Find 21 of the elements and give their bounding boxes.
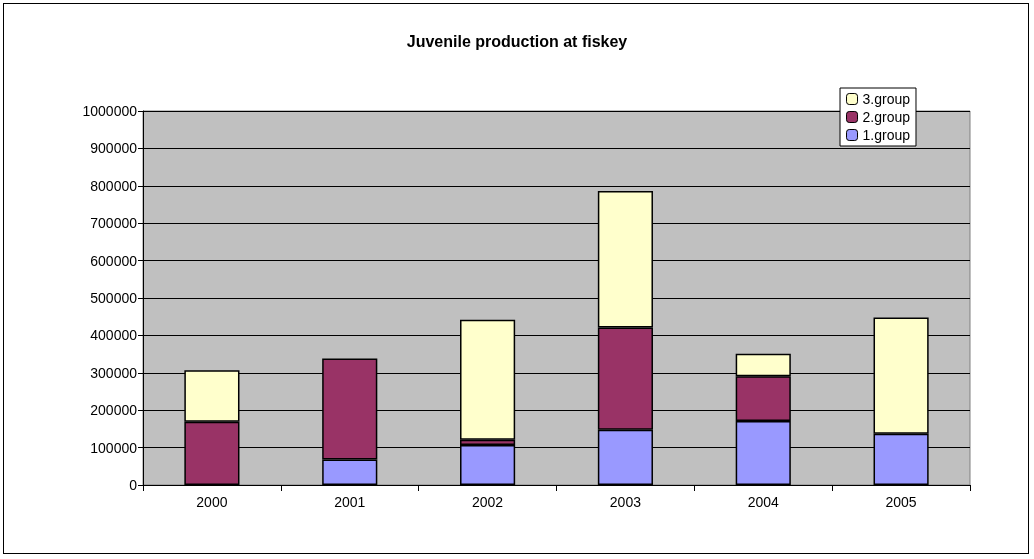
x-tick-label: 2000 — [196, 494, 228, 510]
y-tick-label: 200000 — [90, 402, 138, 419]
y-tick-label: 300000 — [90, 364, 138, 381]
legend-label: 1.group — [862, 127, 911, 143]
x-tick-label: 2005 — [885, 494, 917, 510]
x-tick-label: 2001 — [334, 494, 366, 510]
y-tick-label: 700000 — [90, 215, 138, 232]
legend-label: 2.group — [862, 109, 911, 125]
y-tick-label: 500000 — [90, 290, 138, 306]
x-tick-label: 2002 — [472, 494, 504, 510]
x-tick-label: 2004 — [747, 494, 780, 510]
y-tick-label: 900000 — [90, 140, 138, 157]
y-tick-label: 100000 — [90, 439, 138, 456]
y-tick-label: 600000 — [90, 252, 138, 269]
y-tick-label: 400000 — [90, 327, 138, 344]
legend-label: 3.group — [862, 91, 911, 107]
x-tick-label: 2003 — [609, 494, 642, 510]
y-tick-label: 1000000 — [82, 103, 138, 119]
y-tick-label: 0 — [129, 477, 138, 493]
y-tick-label: 800000 — [90, 177, 138, 194]
chart-title: Juvenile production at fiskey — [406, 32, 628, 50]
